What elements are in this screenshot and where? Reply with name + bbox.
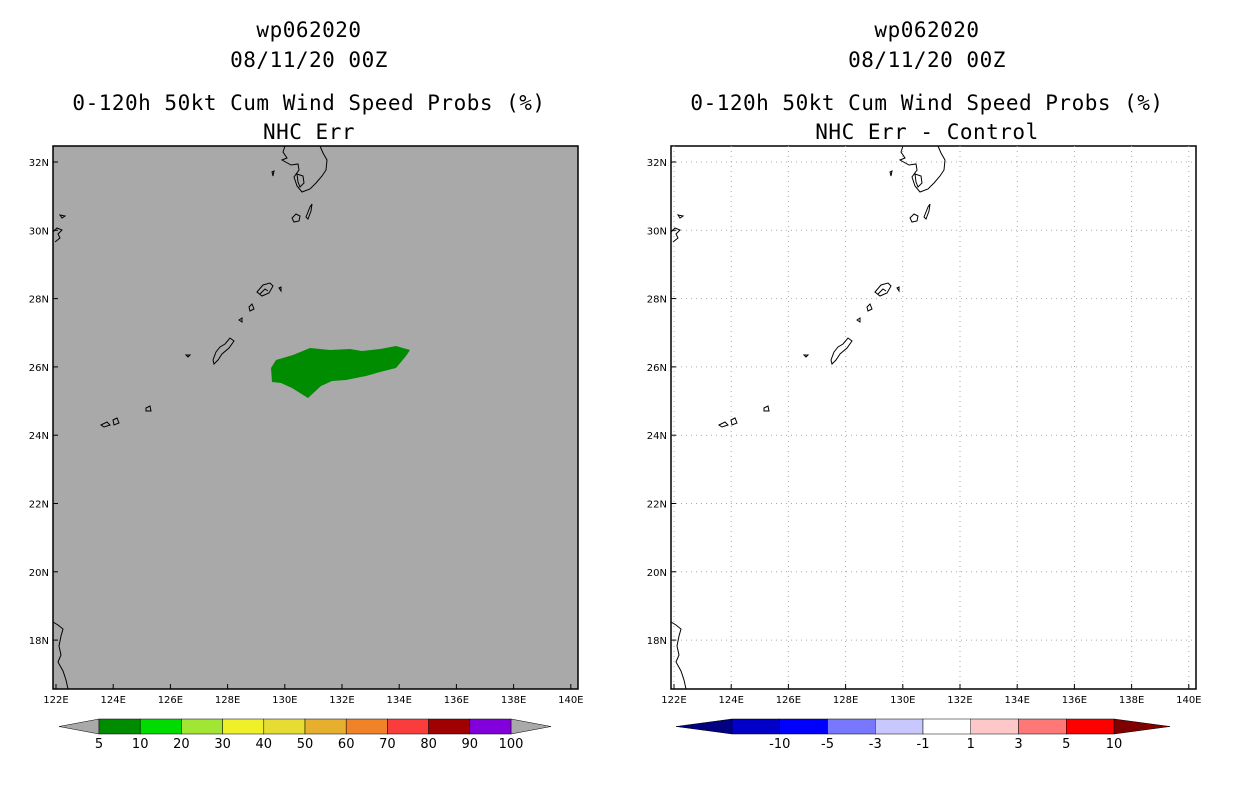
lat-label: 20N xyxy=(647,568,667,579)
colorbar-label: 3 xyxy=(1014,737,1022,752)
colorbar-swatch xyxy=(1066,718,1115,735)
colorbar-swatch xyxy=(304,718,347,735)
lat-label: 30N xyxy=(647,226,667,237)
map-axes: 122E 124E 126E 128E 130E 132E 134E 136E 138E 140E… xyxy=(647,158,1202,706)
lon-label: 130E xyxy=(272,695,297,706)
colorbar-end-low xyxy=(58,718,100,735)
colorbar-end-high xyxy=(510,718,552,735)
lat-label: 18N xyxy=(29,636,49,647)
lat-label: 26N xyxy=(647,363,667,374)
lon-label: 126E xyxy=(158,695,183,706)
lon-label: 128E xyxy=(215,695,240,706)
probability-region xyxy=(271,346,410,398)
lon-label: 134E xyxy=(1004,695,1029,706)
colorbar: 5 10 20 30 40 50 60 70 80 90 100 xyxy=(58,718,552,752)
lat-label: 22N xyxy=(29,500,49,511)
left-panel: wp062020 08/11/20 00Z 0-120h 50kt Cum Wi… xyxy=(29,18,584,752)
colorbar-swatch xyxy=(222,718,265,735)
lon-label: 122E xyxy=(661,695,686,706)
colorbar-swatch xyxy=(779,718,828,735)
storm-id-title: wp062020 xyxy=(256,18,362,42)
lon-label: 138E xyxy=(1119,695,1144,706)
lon-label: 132E xyxy=(329,695,354,706)
lon-label: 126E xyxy=(776,695,801,706)
colorbar-swatch xyxy=(827,718,876,735)
lat-label: 30N xyxy=(29,226,49,237)
coastlines xyxy=(52,145,328,690)
right-panel: wp062020 08/11/20 00Z 0-120h 50kt Cum Wi… xyxy=(618,0,1236,800)
colorbar-label: 30 xyxy=(214,737,231,752)
colorbar-label: 10 xyxy=(1106,737,1123,752)
lon-label: 128E xyxy=(833,695,858,706)
colorbar-swatch xyxy=(387,718,429,735)
lat-label: 20N xyxy=(29,568,49,579)
colorbar-label: 100 xyxy=(499,737,524,752)
colorbar-swatch xyxy=(181,718,223,735)
map-frame xyxy=(52,145,579,690)
lon-label: 140E xyxy=(1176,695,1201,706)
colorbar-swatch xyxy=(1018,718,1067,735)
map-frame xyxy=(670,145,1197,690)
colorbar-label: 80 xyxy=(420,737,437,752)
lon-label: 132E xyxy=(947,695,972,706)
coastlines xyxy=(670,145,946,690)
lon-label: 122E xyxy=(43,695,68,706)
colorbar-label: 40 xyxy=(256,737,273,752)
gridlines xyxy=(671,146,1196,689)
lat-label: 28N xyxy=(647,295,667,306)
colorbar-label: 20 xyxy=(173,737,190,752)
colorbar-label: 50 xyxy=(297,737,314,752)
colorbar-label: -10 xyxy=(769,737,790,752)
colorbar-swatch xyxy=(875,718,924,735)
colorbar: -10 -5 -3 -1 1 3 5 10 xyxy=(675,718,1171,752)
product-title: 0-120h 50kt Cum Wind Speed Probs (%) xyxy=(690,91,1164,115)
colorbar-label: -3 xyxy=(869,737,882,752)
right-map: 122E 124E 126E 128E 130E 132E 134E 136E 138E 140E… xyxy=(647,145,1202,752)
colorbar-label: -5 xyxy=(821,737,834,752)
lon-label: 130E xyxy=(890,695,915,706)
lon-label: 138E xyxy=(501,695,526,706)
map-axes: 122E 124E 126E 128E 130E 132E 134E 136E 138E 140E… xyxy=(29,158,584,706)
datetime-title: 08/11/20 00Z xyxy=(848,48,1006,72)
colorbar-label: 60 xyxy=(338,737,355,752)
lon-label: 140E xyxy=(558,695,583,706)
colorbar-swatch xyxy=(428,718,471,735)
datetime-title: 08/11/20 00Z xyxy=(230,48,388,72)
storm-id-title: wp062020 xyxy=(874,18,980,42)
lon-label: 136E xyxy=(1062,695,1087,706)
lat-label: 18N xyxy=(647,636,667,647)
lat-label: 22N xyxy=(647,500,667,511)
lat-label: 24N xyxy=(29,431,49,442)
subtitle: NHC Err xyxy=(262,120,355,144)
colorbar-swatch xyxy=(263,718,306,735)
colorbar-swatch xyxy=(345,718,388,735)
colorbar-label: 1 xyxy=(967,737,975,752)
colorbar-label: 5 xyxy=(95,737,103,752)
lat-label: 32N xyxy=(647,158,667,169)
subtitle: NHC Err - Control xyxy=(815,120,1039,144)
colorbar-swatch xyxy=(139,718,182,735)
colorbar-label: 10 xyxy=(132,737,149,752)
lon-label: 124E xyxy=(100,695,125,706)
colorbar-end-high xyxy=(1113,718,1171,735)
lat-label: 24N xyxy=(647,431,667,442)
lat-label: 28N xyxy=(29,295,49,306)
colorbar-swatch xyxy=(970,718,1019,735)
colorbar-label: 70 xyxy=(379,737,396,752)
lat-label: 26N xyxy=(29,363,49,374)
colorbar-swatch xyxy=(922,718,971,735)
colorbar-swatch xyxy=(98,718,141,735)
left-map: 122E 124E 126E 128E 130E 132E 134E 136E 138E 140E… xyxy=(29,145,584,752)
colorbar-label: 90 xyxy=(462,737,479,752)
colorbar-label: 5 xyxy=(1062,737,1070,752)
lat-label: 32N xyxy=(29,158,49,169)
lon-label: 134E xyxy=(386,695,411,706)
lon-label: 136E xyxy=(444,695,469,706)
colorbar-swatch xyxy=(731,718,780,735)
colorbar-end-low xyxy=(675,718,733,735)
colorbar-swatch xyxy=(469,718,512,735)
product-title: 0-120h 50kt Cum Wind Speed Probs (%) xyxy=(72,91,546,115)
lon-label: 124E xyxy=(718,695,743,706)
colorbar-label: -1 xyxy=(917,737,930,752)
